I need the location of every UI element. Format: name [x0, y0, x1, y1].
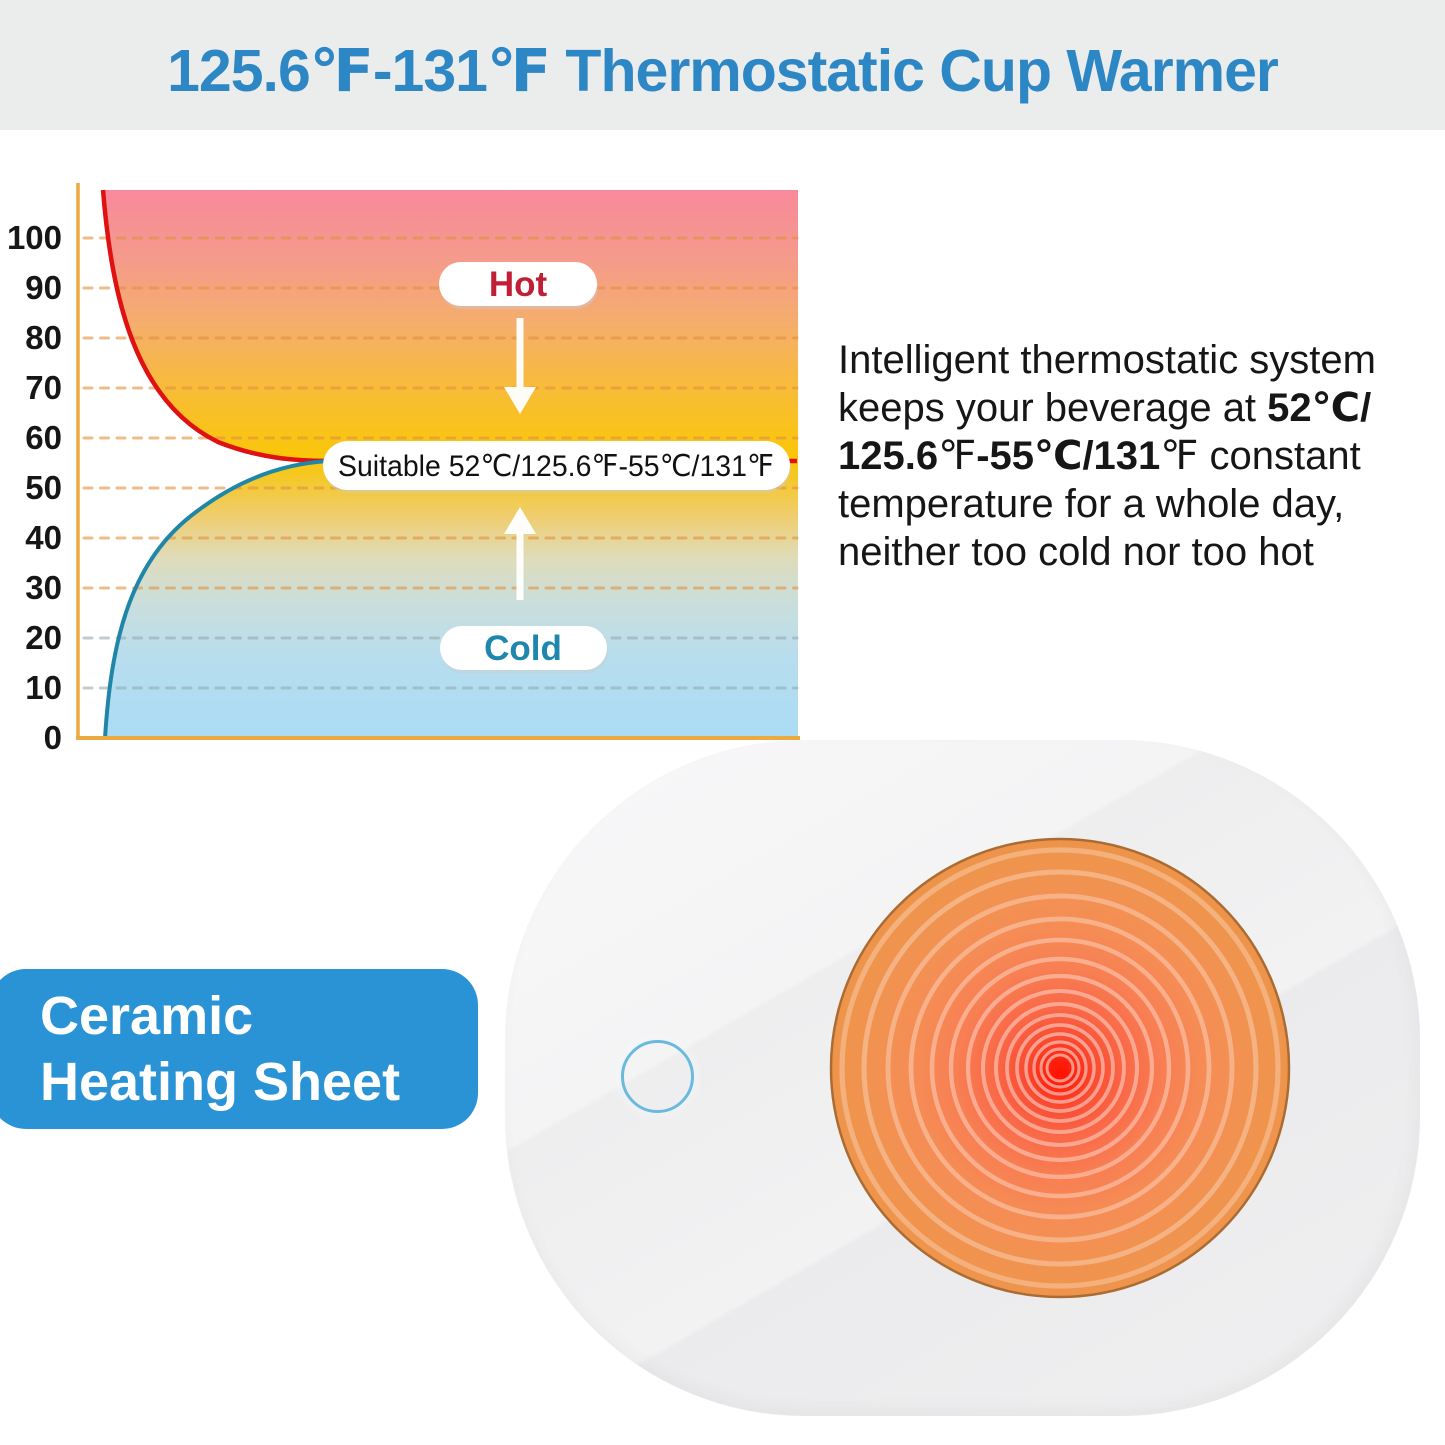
heater-ring — [861, 869, 1259, 1267]
y-tick-label: 90 — [25, 269, 62, 306]
hot-curve — [100, 189, 797, 464]
y-tick-label: 60 — [25, 419, 62, 456]
up-arrow-icon — [504, 507, 536, 600]
y-tick-label: 30 — [25, 569, 62, 606]
heater-ring — [965, 973, 1155, 1163]
ceramic-badge-line2: Heating Sheet — [40, 1052, 401, 1112]
y-tick-label: 0 — [44, 719, 62, 756]
hot-pill: Hot — [439, 262, 598, 309]
hot-region — [103, 190, 798, 461]
power-button-icon — [621, 1040, 694, 1113]
cold-region — [105, 461, 798, 738]
y-tick-label: 70 — [25, 369, 62, 406]
heater-ring — [929, 937, 1191, 1199]
y-tick-label: 20 — [25, 619, 62, 656]
y-tick-label: 50 — [25, 469, 62, 506]
y-tick-label: 80 — [25, 319, 62, 356]
heater-disc — [829, 837, 1291, 1299]
heater-ring — [948, 956, 1172, 1180]
heater-ring — [1015, 1023, 1105, 1113]
heater-ring — [1024, 1032, 1096, 1104]
heater-ring — [1032, 1040, 1088, 1096]
heater-ring — [1039, 1047, 1081, 1089]
y-tick-label: 10 — [25, 669, 62, 706]
description-line: Intelligent thermostatic system — [838, 338, 1376, 382]
description-line: keeps your beverage at 52℃/ — [838, 386, 1372, 430]
down-arrow-icon — [504, 318, 536, 414]
suitable-pill-label: Suitable 52℃/125.6℉-55℃/131℉ — [338, 450, 774, 483]
heater-ring — [1005, 1013, 1115, 1123]
cold-pill: Cold — [440, 626, 608, 673]
hot-pill-label: Hot — [489, 265, 548, 304]
ceramic-badge-line1: Ceramic — [40, 986, 254, 1046]
heater-ring — [908, 916, 1212, 1220]
heater-ring — [839, 847, 1281, 1289]
header-band — [0, 0, 1445, 130]
description-line: 125.6℉-55℃/131℉ constant — [838, 434, 1361, 478]
heater-ring — [980, 988, 1140, 1148]
description-line: neither too cold nor too hot — [838, 530, 1314, 574]
cold-pill-label: Cold — [484, 629, 562, 668]
description-line: temperature for a whole day, — [838, 482, 1345, 526]
y-tick-label: 100 — [7, 219, 62, 256]
suitable-pill: Suitable 52℃/125.6℉-55℃/131℉ — [323, 441, 791, 493]
description-paragraph: Intelligent thermostatic system keeps you… — [838, 336, 1442, 576]
heater-rings — [839, 847, 1281, 1289]
cold-curve — [103, 459, 331, 739]
temperature-chart: 100 90 80 70 60 50 40 30 20 10 0 Hot Suitable 52℃/… — [0, 150, 830, 770]
y-tick-label: 40 — [25, 519, 62, 556]
heater-ring — [885, 893, 1235, 1243]
heater-ring — [1045, 1053, 1075, 1083]
page-title: 125.6℉-131℉ Thermostatic Cup Warmer — [167, 38, 1279, 104]
heater-ring — [994, 1002, 1126, 1134]
ceramic-heating-sheet-badge: Ceramic Heating Sheet — [0, 969, 478, 1129]
ceramic-heating-element — [828, 836, 1292, 1300]
